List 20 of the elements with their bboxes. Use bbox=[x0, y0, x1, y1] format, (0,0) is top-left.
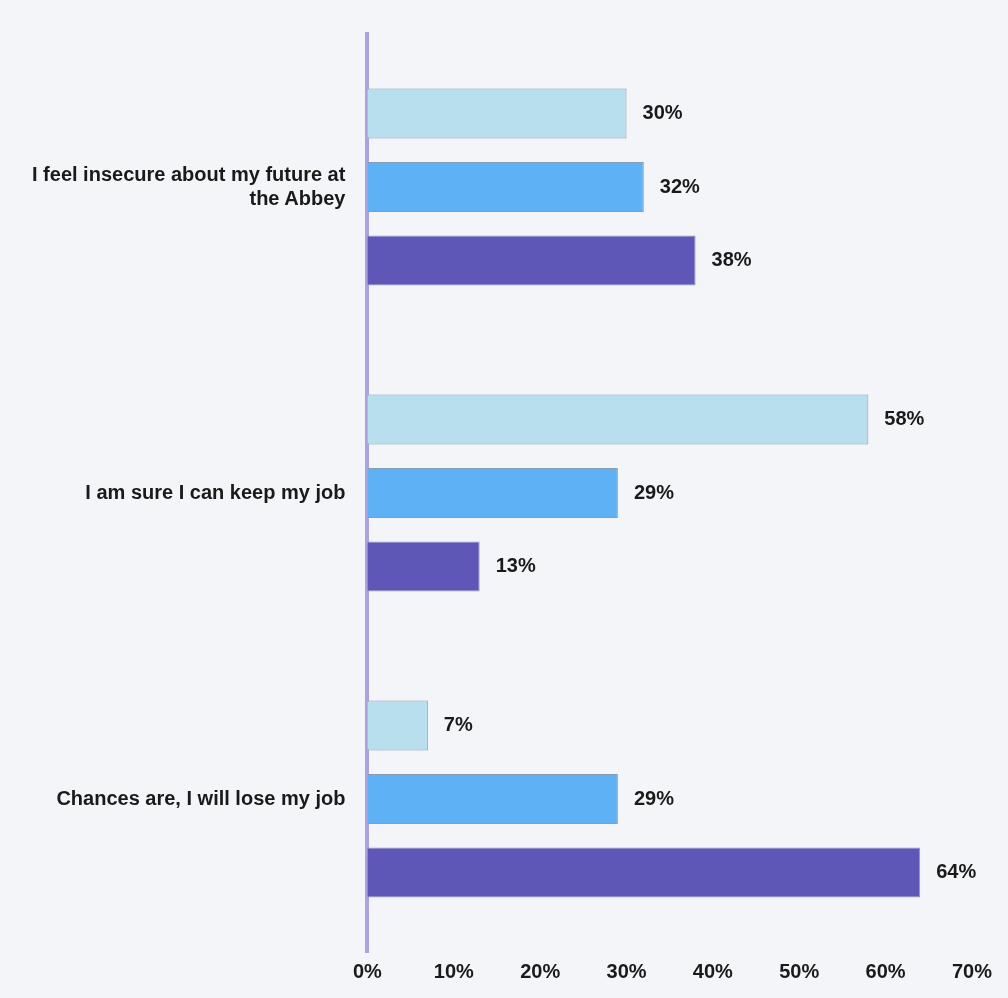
y-tick-label: Chances are, I will lose my job bbox=[56, 786, 346, 809]
data-label: 32% bbox=[659, 174, 701, 197]
data-label: 64% bbox=[936, 859, 977, 882]
data-label: 29% bbox=[633, 480, 675, 503]
y-tick-label: I am sure I can keep my job bbox=[85, 480, 346, 503]
x-tick-label: 0% bbox=[352, 959, 383, 982]
x-tick-label: 40% bbox=[692, 959, 734, 982]
data-label: 58% bbox=[884, 407, 925, 430]
y-tick-label: I feel insecure about my future at the Abbey bbox=[31, 162, 347, 209]
data-label: 13% bbox=[495, 553, 536, 576]
x-tick-label: 50% bbox=[779, 959, 820, 982]
x-tick-label: 70% bbox=[951, 959, 993, 982]
data-label: 38% bbox=[711, 247, 752, 270]
data-label: 30% bbox=[642, 101, 683, 124]
x-tick-label: 10% bbox=[433, 959, 475, 982]
data-label: 7% bbox=[443, 713, 473, 736]
data-label: 29% bbox=[633, 786, 675, 809]
x-tick-label: 30% bbox=[606, 959, 647, 982]
x-tick-label: 20% bbox=[520, 959, 561, 982]
x-tick-label: 60% bbox=[865, 959, 906, 982]
